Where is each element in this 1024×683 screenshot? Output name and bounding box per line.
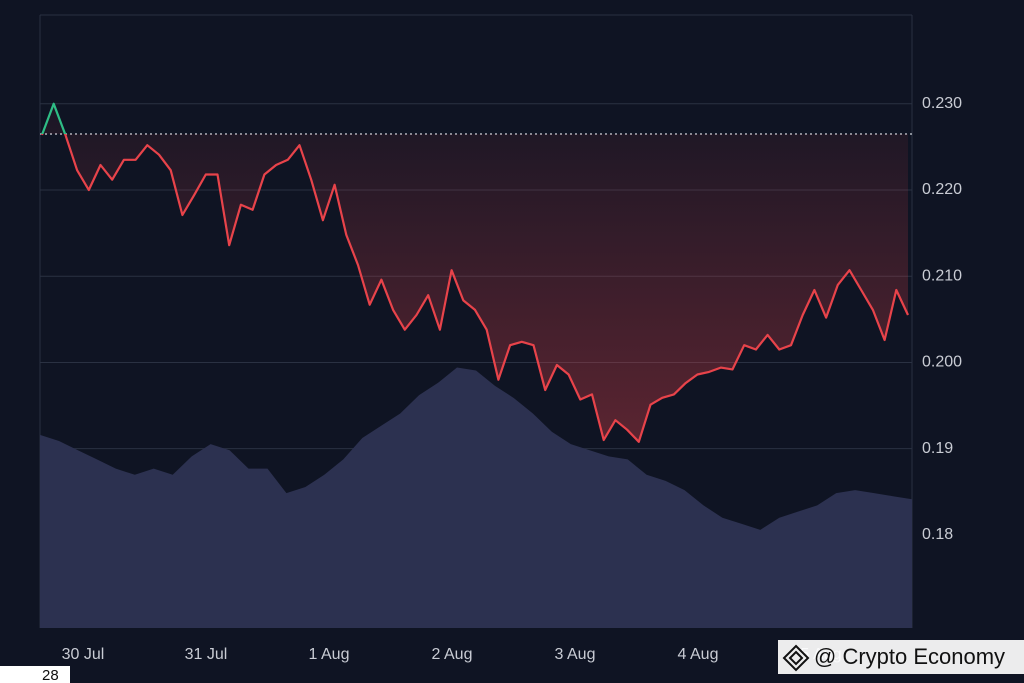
area-fill	[42, 103, 908, 442]
y-tick-label: 0.19	[922, 440, 953, 457]
y-tick-label: 0.210	[922, 267, 962, 284]
plot: 0.18 0.19 0.200 0.210 0.220 0.230 30 Jul 31 Jul…	[39, 14, 962, 663]
y-tick-label: 0.200	[922, 354, 962, 371]
watermark-logo	[782, 644, 810, 672]
watermark-box	[778, 640, 1024, 674]
y-tick-label: 0.230	[922, 95, 962, 112]
footer-strip	[0, 666, 70, 683]
y-tick-label: 0.18	[922, 526, 953, 543]
watermark: @ Crypto Economy	[814, 644, 1005, 669]
volume-area	[40, 367, 912, 628]
x-tick-label: 1 Aug	[309, 646, 350, 663]
x-tick-label: 4 Aug	[678, 646, 719, 663]
y-tick-label: 0.220	[922, 181, 962, 198]
x-tick-label: 30 Jul	[62, 646, 105, 663]
x-tick-label: 2 Aug	[432, 646, 473, 663]
x-tick-label: 31 Jul	[185, 646, 228, 663]
footer-number: 28	[42, 667, 59, 683]
price-line	[40, 102, 909, 443]
x-tick-label: 3 Aug	[555, 646, 596, 663]
